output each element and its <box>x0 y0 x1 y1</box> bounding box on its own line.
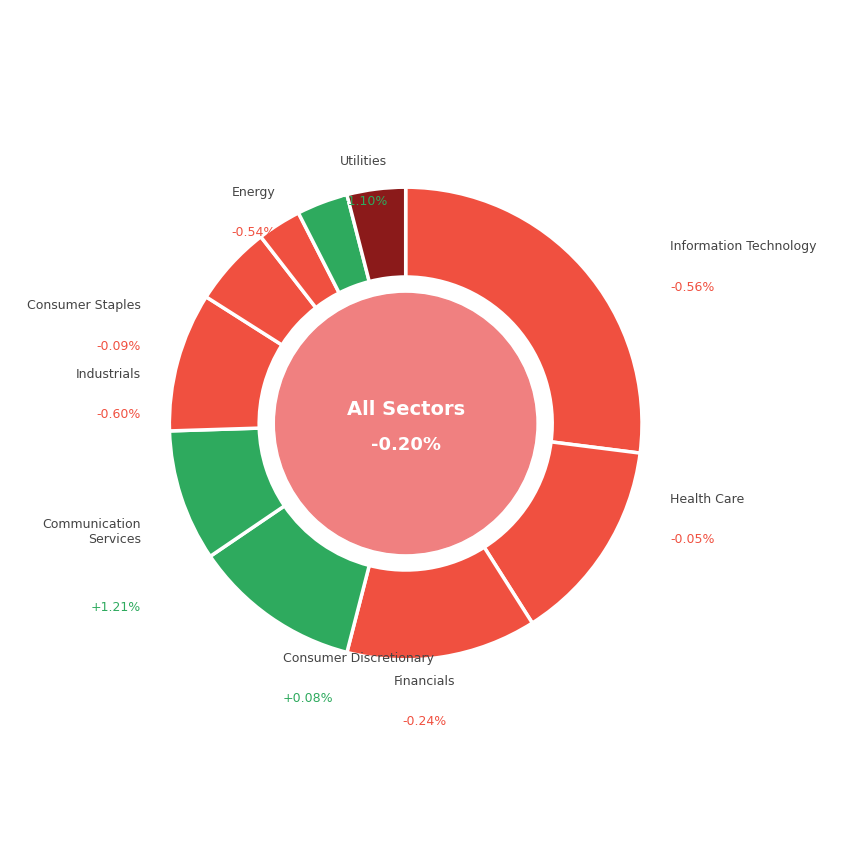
Circle shape <box>276 294 536 553</box>
Wedge shape <box>406 187 642 453</box>
Text: -0.56%: -0.56% <box>670 280 715 294</box>
Text: -0.05%: -0.05% <box>670 534 715 546</box>
Text: Communication
Services: Communication Services <box>42 518 141 546</box>
Text: Health Care: Health Care <box>670 493 744 507</box>
Wedge shape <box>484 442 640 623</box>
Text: -0.09%: -0.09% <box>97 340 141 352</box>
Text: Consumer Discretionary: Consumer Discretionary <box>283 651 434 665</box>
Text: Financials: Financials <box>394 675 456 688</box>
Text: -0.20%: -0.20% <box>371 435 441 454</box>
Text: All Sectors: All Sectors <box>347 400 465 418</box>
Text: Utilities: Utilities <box>339 155 387 169</box>
Text: -0.60%: -0.60% <box>97 408 141 421</box>
Wedge shape <box>206 237 316 345</box>
Wedge shape <box>170 428 284 556</box>
Text: -0.24%: -0.24% <box>403 716 446 728</box>
Text: Industrials: Industrials <box>76 368 141 381</box>
Text: -0.54%: -0.54% <box>231 226 276 239</box>
Text: Information Technology: Information Technology <box>670 241 817 253</box>
Text: Consumer Staples: Consumer Staples <box>27 300 141 313</box>
Wedge shape <box>347 547 533 660</box>
Wedge shape <box>261 213 339 307</box>
Text: +1.10%: +1.10% <box>338 196 388 208</box>
Text: +0.08%: +0.08% <box>283 692 333 705</box>
Wedge shape <box>347 187 406 281</box>
Wedge shape <box>210 506 370 652</box>
Wedge shape <box>299 195 370 293</box>
Wedge shape <box>170 297 282 431</box>
Text: Energy: Energy <box>232 186 276 199</box>
Text: +1.21%: +1.21% <box>91 601 141 614</box>
